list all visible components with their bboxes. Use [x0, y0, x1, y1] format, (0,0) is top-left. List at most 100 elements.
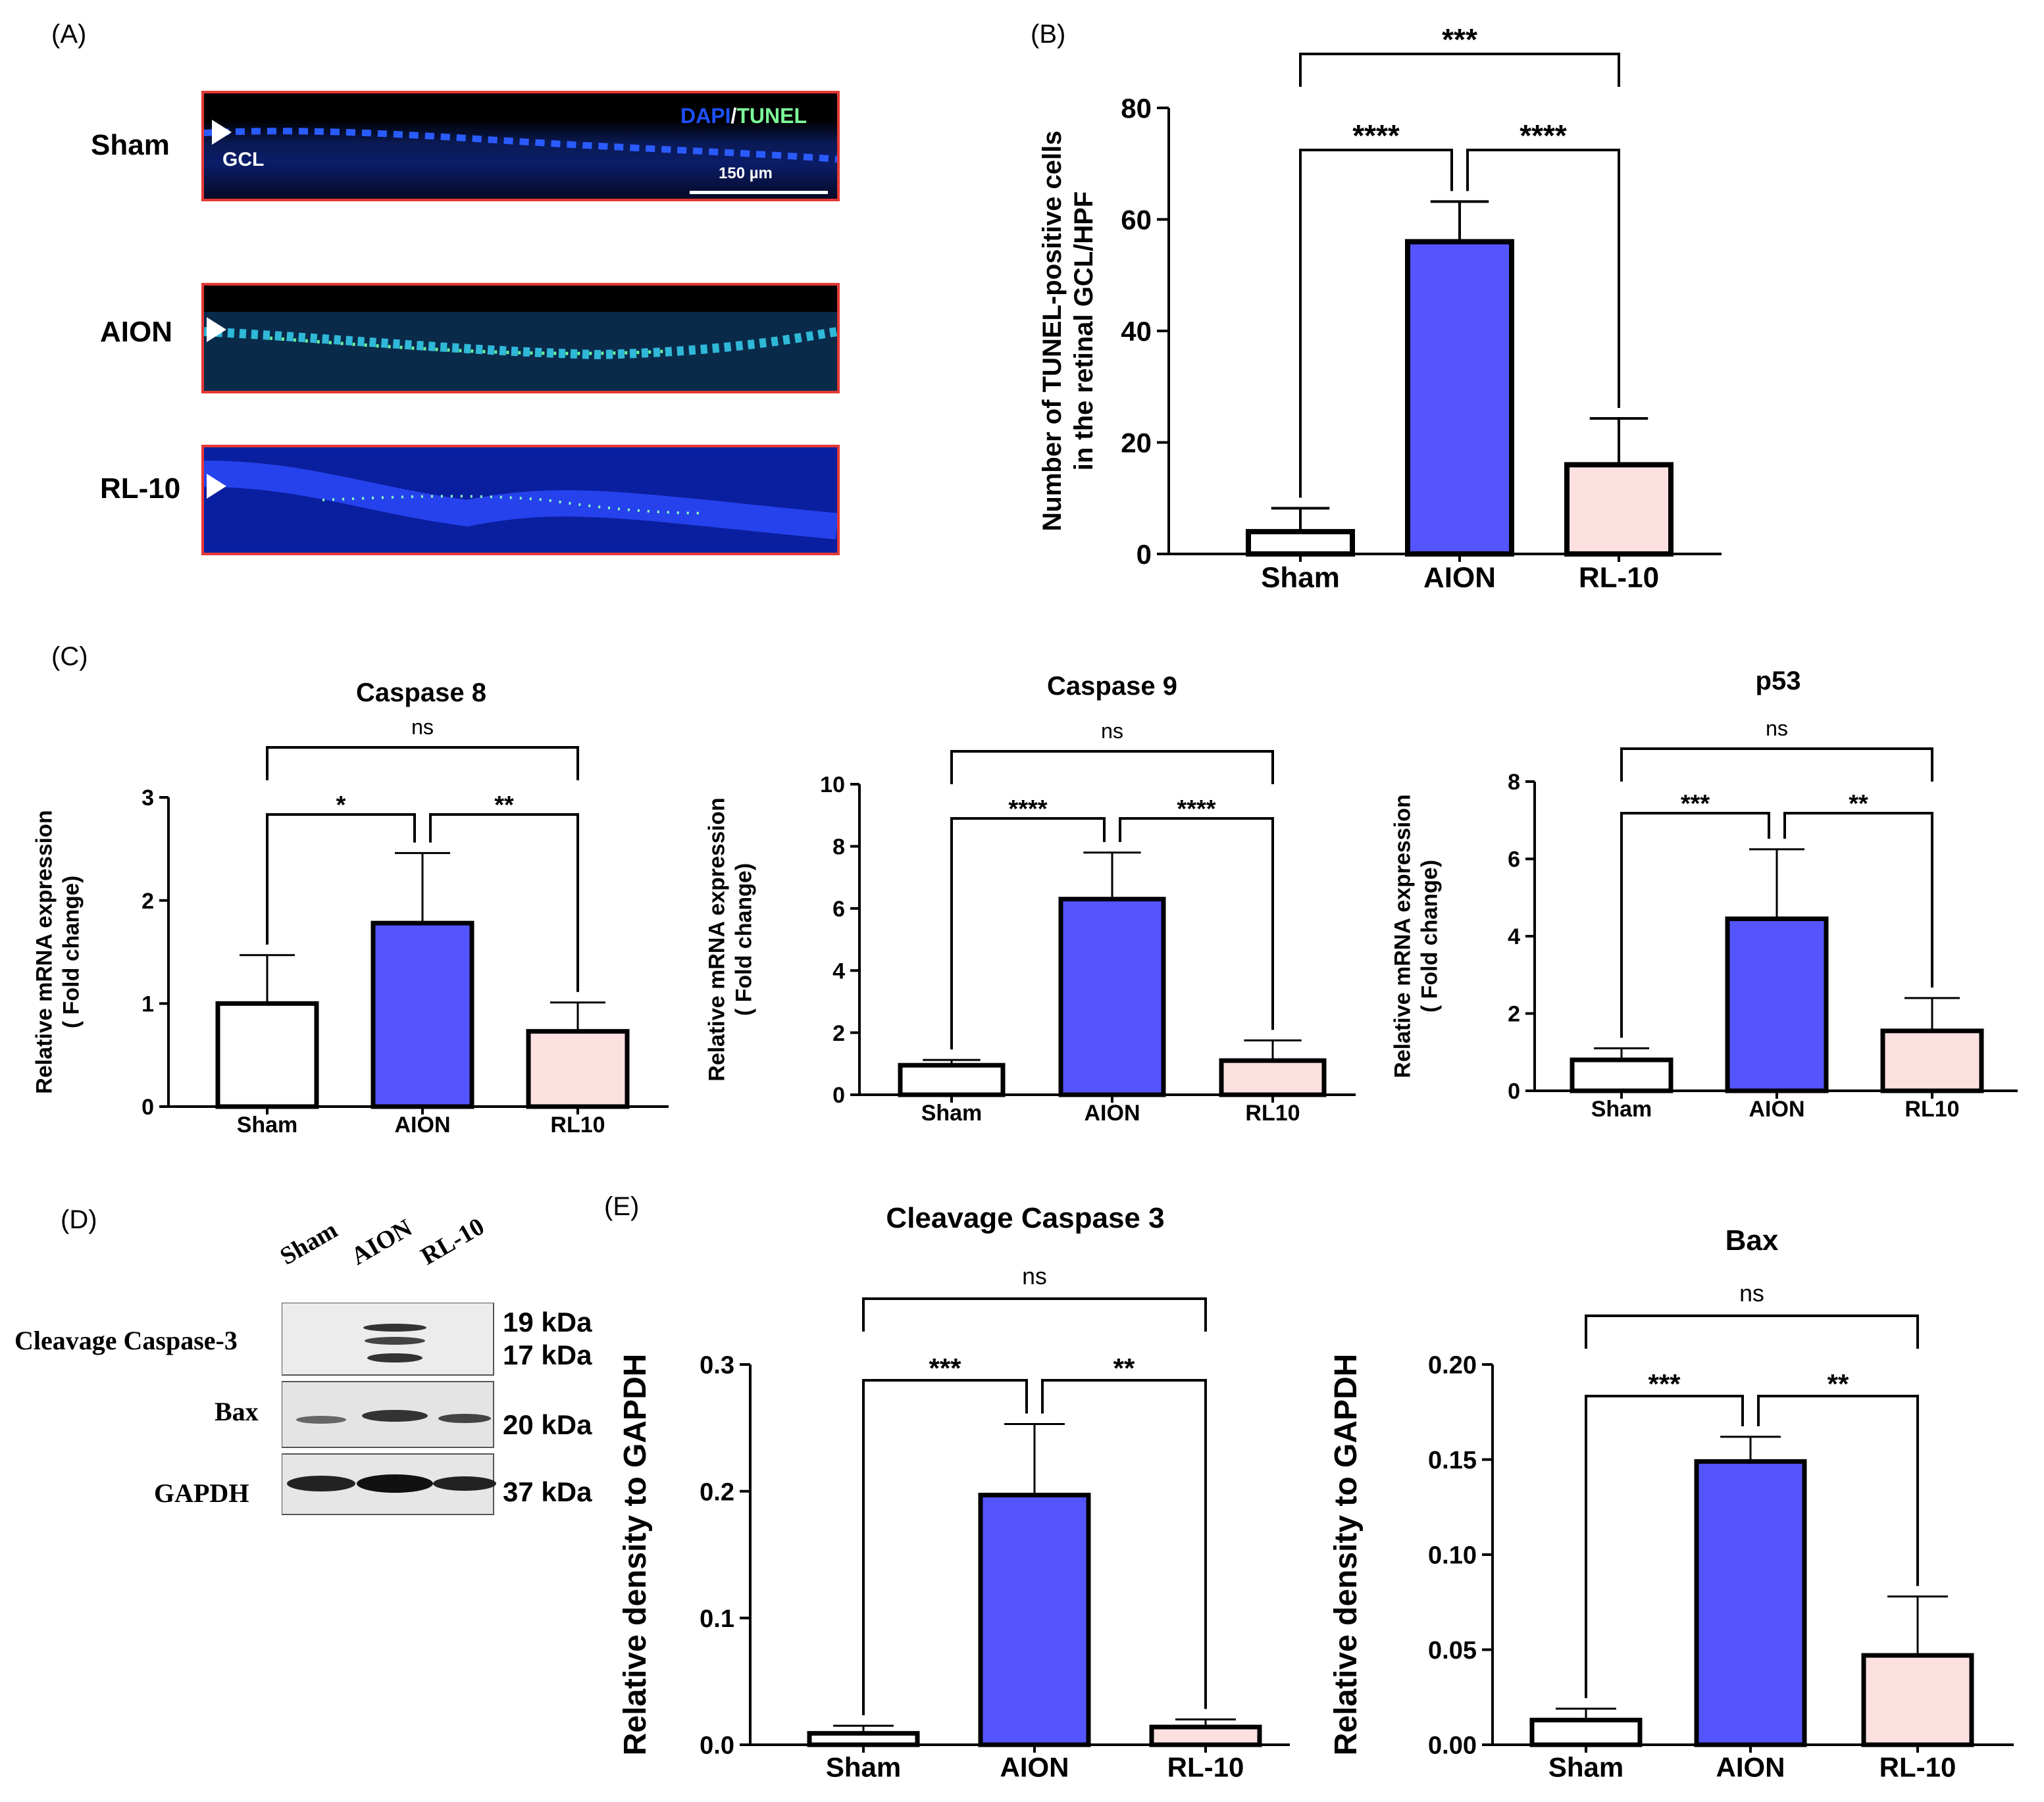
- y-tick-label-tunel: 80: [1121, 93, 1152, 124]
- tunel-row-label-rl10: RL-10: [100, 472, 181, 505]
- bar-tunel-0: [1246, 529, 1355, 557]
- category-label-casp9-0: Sham: [921, 1101, 983, 1126]
- tunel-image-aion: [201, 283, 840, 393]
- significance-label-cc3-1: **: [1113, 1353, 1135, 1384]
- category-label-casp9-2: RL10: [1245, 1101, 1300, 1126]
- significance-label-casp8-2: ns: [411, 715, 434, 739]
- y-tick-label-cc3: 0.0: [700, 1732, 734, 1760]
- bar-tunel-1: [1405, 239, 1514, 557]
- bar-cc3-0: [807, 1731, 920, 1747]
- y-axis-label-cc3: Relative density to GAPDH: [618, 1354, 653, 1756]
- significance-label-tunel-2: ***: [1442, 22, 1477, 57]
- category-label-bax-1: AION: [1716, 1751, 1785, 1782]
- tunel-image-rl10: [201, 445, 840, 555]
- chart-cc3: Cleavage Caspase 3 0.0 0.1 0.2 0.3 Relative d…: [618, 1202, 1290, 1782]
- y-tick-label-casp8: 2: [141, 889, 154, 914]
- category-label-p53-0: Sham: [1591, 1097, 1652, 1122]
- panel-letter-e: (E): [604, 1192, 640, 1221]
- chart-title-casp9: Caspase 9: [1047, 672, 1177, 701]
- panel-letter-b: (B): [1031, 20, 1066, 49]
- significance-label-cc3-2: ns: [1022, 1263, 1047, 1289]
- significance-bracket-tunel-2: [1299, 53, 1620, 87]
- significance-label-p53-0: ***: [1681, 790, 1710, 818]
- bar-casp8-1: [370, 920, 474, 1109]
- scale-bar: [690, 191, 828, 194]
- significance-label-casp9-1: ****: [1177, 795, 1215, 823]
- y-axis-label-line: Relative mRNA expression: [1391, 794, 1416, 1078]
- kda-17: 17 kDa: [503, 1339, 592, 1370]
- bar-casp9-0: [898, 1063, 1006, 1097]
- y-tick-label-casp9: 10: [820, 772, 845, 797]
- wb-blot: [282, 1303, 496, 1515]
- y-tick-label-casp8: 3: [141, 786, 154, 811]
- bar-p53-0: [1570, 1057, 1674, 1093]
- significance-label-casp8-1: **: [494, 791, 514, 819]
- y-tick-label-bax: 0.20: [1428, 1352, 1477, 1380]
- y-axis-label-line: in the retinal GCL/HPF: [1069, 191, 1098, 470]
- category-label-casp8-0: Sham: [237, 1113, 298, 1138]
- y-tick-label-tunel: 0: [1137, 539, 1152, 570]
- y-tick-label-casp8: 1: [141, 992, 154, 1017]
- significance-bracket-cc3-1: [1041, 1379, 1207, 1709]
- bar-bax-2: [1861, 1653, 1974, 1747]
- significance-label-bax-0: ***: [1648, 1368, 1681, 1399]
- significance-bracket-casp9-1: [1119, 817, 1274, 1030]
- tunel-image-sham-drawing: [204, 120, 837, 199]
- legend-tunel: TUNEL: [736, 104, 807, 128]
- y-axis-label-line: ( Fold change): [1417, 860, 1442, 1013]
- y-axis-label-line: Relative mRNA expression: [705, 797, 730, 1081]
- bar-bax-0: [1529, 1717, 1643, 1747]
- chart-casp9: Caspase 9 0 2 4 6 8 10 Relative mRNA expression…: [705, 672, 1356, 1126]
- bar-tunel-2: [1564, 462, 1674, 557]
- y-axis-label-line: Relative density to GAPDH: [1329, 1354, 1364, 1756]
- y-tick-label-bax: 0.05: [1428, 1637, 1477, 1664]
- tunel-image-rl10-drawing: [204, 447, 837, 553]
- legend-dapi: DAPI: [680, 104, 731, 128]
- gcl-label: GCL: [222, 149, 265, 170]
- kda-20: 20 kDa: [503, 1409, 592, 1440]
- bar-casp9-1: [1058, 897, 1166, 1097]
- y-axis-label-casp9: Relative mRNA expression( Fold change): [705, 797, 757, 1081]
- chart-title-cc3: Cleavage Caspase 3: [886, 1202, 1164, 1234]
- significance-bracket-tunel-1: [1466, 149, 1620, 409]
- significance-label-bax-1: **: [1827, 1368, 1849, 1399]
- y-axis-label-line: Relative mRNA expression: [32, 810, 57, 1093]
- wb-protein-cc3: Cleavage Caspase-3: [14, 1326, 238, 1355]
- y-tick-label-p53: 4: [1508, 924, 1520, 949]
- significance-bracket-cc3-0: [862, 1379, 1028, 1716]
- bar-casp8-2: [526, 1029, 630, 1109]
- bar-p53-2: [1880, 1028, 1984, 1093]
- y-tick-label-casp9: 8: [832, 835, 845, 860]
- category-label-cc3-1: AION: [1000, 1751, 1069, 1782]
- chart-casp8: Caspase 8 0 1 2 3 Relative mRNA expression( F…: [32, 678, 669, 1138]
- y-axis-label-p53: Relative mRNA expression( Fold change): [1391, 794, 1443, 1078]
- significance-label-p53-2: ns: [1766, 716, 1788, 740]
- significance-bracket-casp8-1: [429, 813, 579, 992]
- chart-title-casp8: Caspase 8: [356, 678, 486, 707]
- category-label-cc3-2: RL-10: [1167, 1751, 1244, 1782]
- significance-label-casp9-0: ****: [1008, 795, 1047, 823]
- significance-label-cc3-0: ***: [929, 1353, 961, 1384]
- wb-protein-gapdh: GAPDH: [154, 1478, 249, 1508]
- y-axis-label-casp8: Relative mRNA expression( Fold change): [32, 810, 84, 1093]
- y-tick-label-tunel: 60: [1121, 205, 1152, 236]
- category-label-bax-0: Sham: [1548, 1751, 1623, 1782]
- y-axis-label-line: ( Fold change): [59, 876, 84, 1028]
- y-axis-label-line: ( Fold change): [731, 863, 756, 1016]
- category-label-casp8-2: RL10: [550, 1113, 605, 1138]
- panel-letter-c: (C): [51, 642, 88, 671]
- significance-label-tunel-1: ****: [1520, 118, 1567, 153]
- y-tick-label-cc3: 0.2: [700, 1478, 734, 1506]
- category-label-tunel-0: Sham: [1261, 562, 1340, 594]
- category-label-casp9-1: AION: [1085, 1101, 1140, 1126]
- y-tick-label-p53: 0: [1508, 1079, 1520, 1104]
- bar-casp8-0: [215, 1001, 319, 1109]
- significance-bracket-p53-2: [1620, 747, 1933, 782]
- y-tick-label-cc3: 0.1: [700, 1605, 734, 1633]
- tunel-image-aion-drawing: [204, 312, 837, 391]
- y-tick-label-casp9: 2: [832, 1021, 845, 1046]
- bar-cc3-1: [978, 1492, 1091, 1747]
- significance-bracket-p53-1: [1783, 812, 1933, 988]
- chart-bax: Bax 0.00 0.05 0.10 0.15 0.20 Relative density …: [1329, 1224, 2014, 1782]
